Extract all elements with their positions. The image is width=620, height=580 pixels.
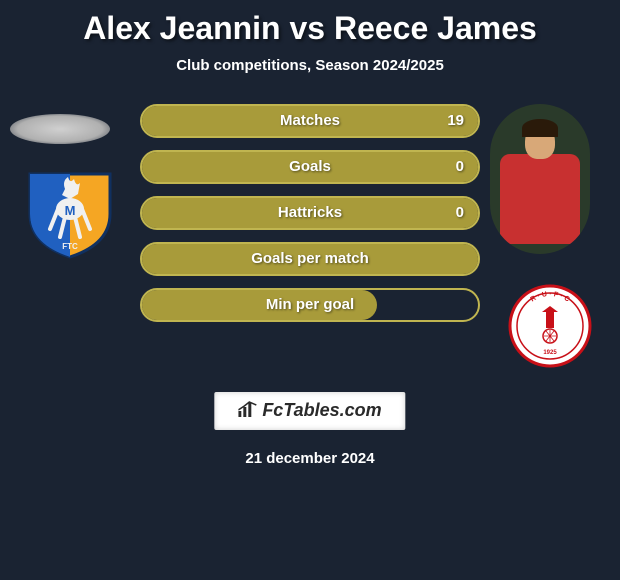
- stat-label: Min per goal: [142, 290, 478, 320]
- chart-icon: [238, 401, 258, 422]
- stat-row: Goals per match: [140, 242, 480, 276]
- stat-row: Matches19: [140, 104, 480, 138]
- stat-row: Goals0: [140, 150, 480, 184]
- watermark: FcTables.com: [214, 392, 405, 430]
- stat-row: Min per goal: [140, 288, 480, 322]
- left-club-badge: M FTC: [20, 159, 120, 259]
- right-player-photo: [490, 104, 590, 254]
- date-label: 21 december 2024: [0, 450, 620, 467]
- stat-value-right: 19: [447, 106, 464, 136]
- page-title: Alex Jeannin vs Reece James: [0, 0, 620, 47]
- stat-row: Hattricks0: [140, 196, 480, 230]
- stat-label: Hattricks: [142, 198, 478, 228]
- stat-value-right: 0: [456, 198, 464, 228]
- svg-text:M: M: [65, 203, 76, 218]
- svg-text:FTC: FTC: [62, 242, 78, 251]
- stats-container: Matches19Goals0Hattricks0Goals per match…: [140, 104, 480, 334]
- stat-label: Goals per match: [142, 244, 478, 274]
- stat-value-right: 0: [456, 152, 464, 182]
- left-player-placeholder: [10, 114, 110, 144]
- comparison-content: M FTC R · U · F · C 1925 Matches19Goals0…: [0, 104, 620, 384]
- watermark-text: FcTables.com: [262, 400, 381, 420]
- right-club-badge: R · U · F · C 1925: [500, 284, 600, 374]
- svg-text:1925: 1925: [543, 350, 557, 356]
- subtitle: Club competitions, Season 2024/2025: [0, 57, 620, 74]
- stat-label: Goals: [142, 152, 478, 182]
- stat-label: Matches: [142, 106, 478, 136]
